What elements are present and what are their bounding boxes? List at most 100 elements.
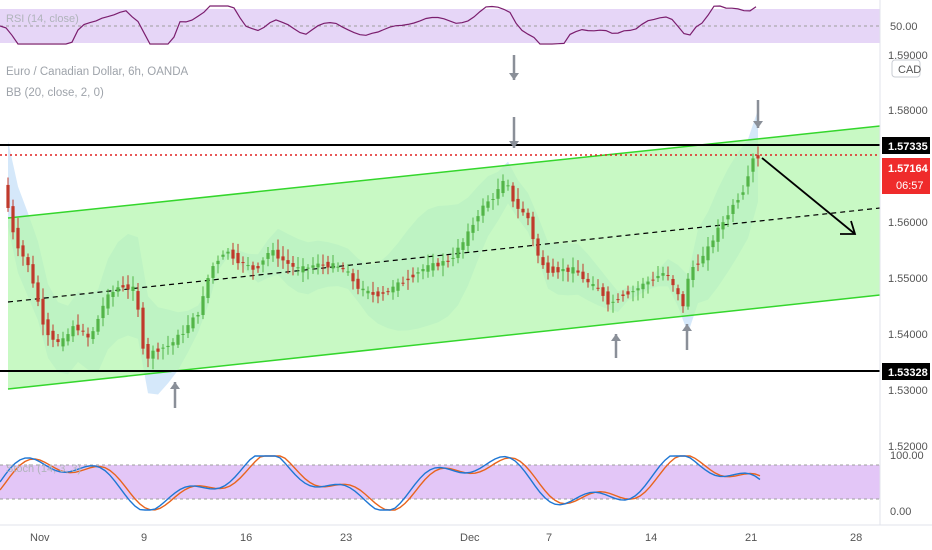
candle-body bbox=[156, 348, 160, 352]
candle-body bbox=[726, 215, 730, 220]
candle-body bbox=[256, 266, 260, 269]
candle-body bbox=[451, 257, 455, 259]
price-tick: 1.56000 bbox=[888, 217, 928, 229]
projection-arrow[interactable] bbox=[761, 157, 857, 235]
candle-body bbox=[321, 264, 325, 266]
candle-body bbox=[516, 198, 520, 209]
rsi-label: RSI (14, close) bbox=[6, 13, 79, 25]
candle-body bbox=[191, 317, 195, 329]
candle-body bbox=[206, 278, 210, 298]
candle-body bbox=[366, 290, 370, 294]
candle-body bbox=[201, 296, 205, 315]
time-tick: 23 bbox=[340, 532, 352, 544]
candle-body bbox=[371, 292, 375, 295]
candle-body bbox=[491, 199, 495, 201]
candle-body bbox=[591, 283, 595, 287]
candle-body bbox=[276, 249, 280, 259]
rsi-pane[interactable]: RSI (14, close) 50.00 bbox=[0, 5, 918, 45]
time-tick: 21 bbox=[745, 532, 757, 544]
candle-body bbox=[186, 325, 190, 334]
stoch-d-line bbox=[0, 455, 761, 511]
candle-body bbox=[296, 267, 300, 269]
candle-body bbox=[326, 261, 330, 268]
candle-body bbox=[271, 250, 275, 256]
up-arrow-marker-head bbox=[611, 334, 621, 341]
candle-body bbox=[526, 212, 530, 219]
candle-body bbox=[581, 271, 585, 280]
candle-body bbox=[396, 282, 400, 291]
candle-body bbox=[141, 307, 145, 349]
candle-body bbox=[11, 206, 15, 233]
candle-body bbox=[616, 299, 620, 301]
price-tick: 1.55000 bbox=[888, 273, 928, 285]
candle-body bbox=[446, 260, 450, 262]
candle-body bbox=[466, 231, 470, 246]
rsi-level-label: 50.00 bbox=[890, 21, 918, 33]
candle-body bbox=[181, 333, 185, 335]
candle-body bbox=[471, 224, 475, 233]
candle-body bbox=[121, 285, 125, 288]
currency-badge bbox=[891, 59, 921, 78]
candle-body bbox=[266, 253, 270, 259]
candle-body bbox=[556, 267, 560, 273]
candle-body bbox=[411, 274, 415, 278]
candle-body bbox=[151, 350, 155, 359]
candle-body bbox=[311, 265, 315, 268]
candle-body bbox=[51, 330, 55, 340]
stoch-k-line bbox=[0, 455, 761, 511]
candle-body bbox=[86, 333, 90, 338]
candle-body bbox=[306, 267, 310, 269]
stoch-pane[interactable]: Stoch (14, 3, 3) 100.00 0.00 bbox=[0, 450, 924, 518]
candle-body bbox=[241, 262, 245, 264]
time-tick: 7 bbox=[546, 532, 552, 544]
candle-body bbox=[216, 260, 220, 265]
candle-body bbox=[531, 216, 535, 240]
candle-body bbox=[506, 185, 510, 187]
candle-body bbox=[671, 278, 675, 286]
candle-body bbox=[426, 265, 430, 272]
candle-body bbox=[116, 287, 120, 292]
svg-text:1.57164: 1.57164 bbox=[888, 163, 929, 175]
time-tick: 9 bbox=[141, 532, 147, 544]
price-pane[interactable]: Euro / Canadian Dollar, 6h, OANDA BB (20… bbox=[0, 55, 881, 408]
up-arrow-marker-head bbox=[170, 382, 180, 389]
candle-body bbox=[681, 294, 685, 307]
candle-body bbox=[196, 315, 200, 317]
candle-body bbox=[46, 319, 50, 336]
bollinger-label: BB (20, close, 2, 0) bbox=[6, 87, 104, 99]
candle-body bbox=[741, 192, 745, 195]
candle-body bbox=[376, 291, 380, 297]
candle-body bbox=[631, 291, 635, 293]
down-arrow-marker-head bbox=[753, 121, 763, 128]
candle-body bbox=[746, 176, 750, 187]
candle-body bbox=[486, 201, 490, 208]
candle-body bbox=[261, 260, 265, 265]
candle-body bbox=[146, 344, 150, 359]
candle-body bbox=[756, 155, 760, 159]
candle-body bbox=[6, 184, 10, 208]
candle-body bbox=[126, 284, 130, 289]
candle-body bbox=[476, 216, 480, 222]
candle-body bbox=[646, 281, 650, 285]
candle-body bbox=[421, 269, 425, 272]
candle-body bbox=[576, 270, 580, 273]
candle-body bbox=[611, 301, 615, 303]
time-tick: Dec bbox=[460, 532, 480, 544]
candle-body bbox=[656, 275, 660, 279]
candle-body bbox=[31, 264, 35, 284]
price-tick: 1.58000 bbox=[888, 105, 928, 117]
candle-body bbox=[76, 324, 80, 331]
time-axis[interactable]: Nov 9 16 23 Dec 7 14 21 28 bbox=[0, 524, 932, 544]
candle-body bbox=[106, 294, 110, 309]
candle-body bbox=[501, 180, 505, 194]
trend-channel-fill bbox=[8, 126, 880, 389]
candle-body bbox=[511, 185, 515, 202]
price-axis[interactable]: 1.59000 CAD 1.58000 1.56000 1.55000 1.54… bbox=[879, 0, 930, 525]
candle-body bbox=[96, 318, 100, 332]
candle-body bbox=[651, 279, 655, 281]
candle-body bbox=[551, 266, 555, 273]
candle-body bbox=[101, 305, 105, 319]
candle-body bbox=[676, 288, 680, 295]
candle-body bbox=[406, 278, 410, 281]
